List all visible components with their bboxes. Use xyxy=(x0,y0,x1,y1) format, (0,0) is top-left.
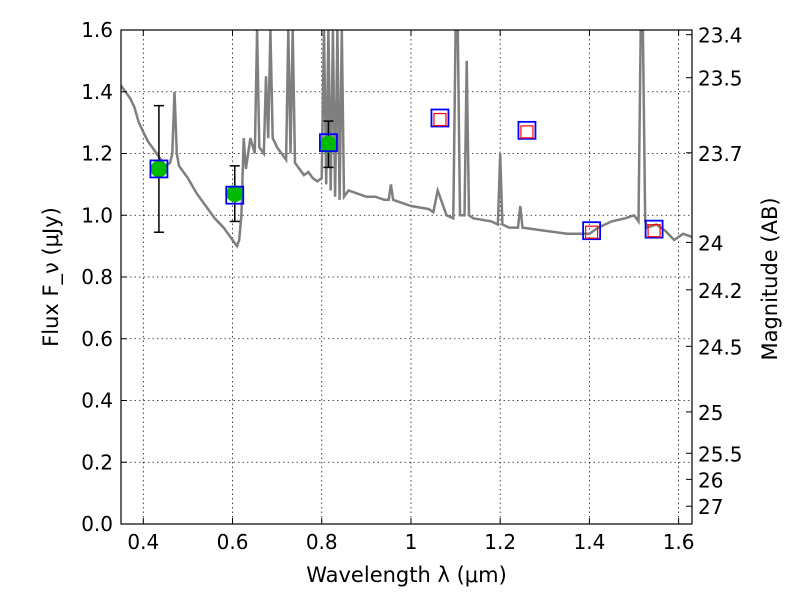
x-axis-label: Wavelength λ (μm) xyxy=(306,563,507,587)
x-tick-label: 1.6 xyxy=(663,530,695,554)
x-tick-label: 0.6 xyxy=(217,530,249,554)
green-circle-point xyxy=(226,185,244,203)
y-tick-label: 0.2 xyxy=(81,450,113,474)
red-square-point xyxy=(647,224,661,238)
y-tick-label: 1.0 xyxy=(81,203,113,227)
y2-tick-label: 23.7 xyxy=(698,142,743,166)
y2-tick-label: 23.5 xyxy=(698,67,743,91)
y2-tick-label: 26 xyxy=(698,468,723,492)
y-tick-label: 1.2 xyxy=(81,142,113,166)
model-spectrum-line xyxy=(121,30,692,249)
blue-square-point xyxy=(582,221,602,241)
y2-tick-label: 25 xyxy=(698,401,723,425)
y2-axis-label: Magnitude (AB) xyxy=(758,197,782,360)
blue-square-point xyxy=(225,185,245,205)
y2-tick-label: 23.4 xyxy=(698,24,743,48)
green-circle-point xyxy=(150,160,168,178)
y2-tick-label: 24.5 xyxy=(698,335,743,359)
y2-tick-label: 24 xyxy=(698,231,723,255)
blue-square-point xyxy=(517,120,537,140)
y-axis-label: Flux F_ν (μJy) xyxy=(39,207,64,347)
grid-lines xyxy=(121,29,692,525)
axis-ticks: 0.4 0.6 0.8 1 1.2 1.4 1.6 0.0 0.2 0.4 0.6 0.8 1.0 1.2… xyxy=(81,18,742,554)
x-tick-label: 1.4 xyxy=(573,530,605,554)
y-tick-label: 0.8 xyxy=(81,265,113,289)
y-tick-label: 0.0 xyxy=(81,512,113,536)
y-tick-label: 1.4 xyxy=(81,80,113,104)
y2-tick-label: 25.5 xyxy=(698,442,743,466)
x-tick-label: 1.2 xyxy=(484,530,516,554)
blue-square-point xyxy=(430,108,450,128)
spectrum-path xyxy=(121,30,692,249)
red-square-point xyxy=(520,125,534,139)
y2-tick-label: 27 xyxy=(698,495,723,519)
x-tick-label: 0.8 xyxy=(306,530,338,554)
x-tick-label: 1 xyxy=(405,530,418,554)
y-tick-label: 0.4 xyxy=(81,389,113,413)
red-square-point xyxy=(585,225,599,239)
y-tick-label: 0.6 xyxy=(81,327,113,351)
blue-square-point xyxy=(644,219,664,239)
blue-square-point xyxy=(319,133,338,153)
x-tick-label: 0.4 xyxy=(127,530,159,554)
data-points xyxy=(149,108,664,241)
y-tick-label: 1.6 xyxy=(81,18,113,42)
green-circle-point xyxy=(319,135,337,153)
y2-tick-label: 24.2 xyxy=(698,279,743,303)
red-square-point xyxy=(433,112,447,127)
blue-square-point xyxy=(149,159,169,179)
